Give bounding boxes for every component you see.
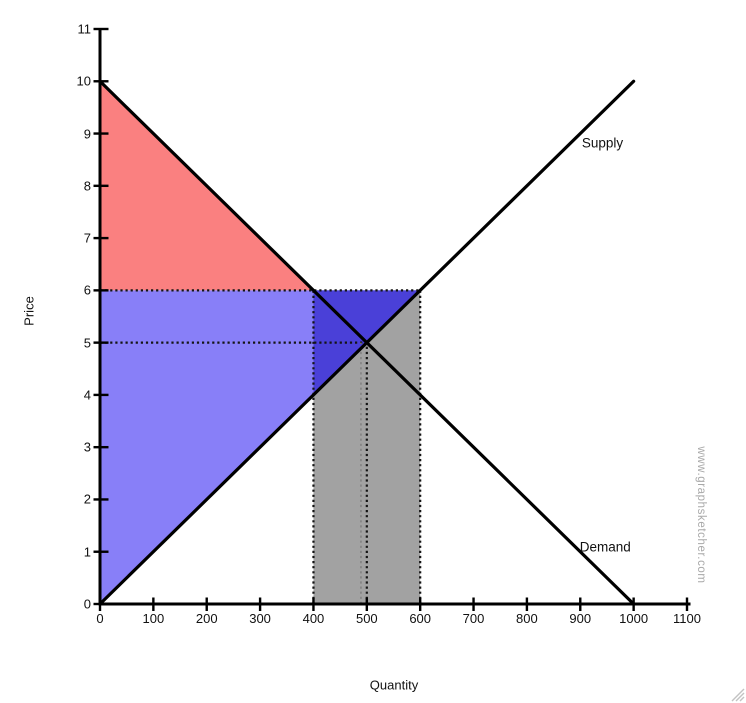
x-tick-label: 200: [195, 611, 218, 626]
y-tick-label: 1: [83, 544, 91, 560]
watermark-text: www.graphsketcher.com: [695, 446, 707, 584]
y-tick-label: 0: [83, 596, 91, 612]
demand-line[interactable]: [98, 79, 636, 606]
x-tick-label: 900: [569, 611, 592, 626]
x-axis-title: Quantity: [369, 677, 419, 693]
y-tick-label: 5: [83, 335, 91, 351]
demand-line-label: Demand: [579, 539, 631, 554]
x-tick-label: 700: [462, 611, 485, 626]
x-tick-label: 100: [142, 611, 165, 626]
y-tick-label: 7: [83, 230, 91, 246]
x-tick-label: 800: [516, 611, 538, 626]
y-tick-label: 8: [83, 178, 91, 194]
resize-grip-icon[interactable]: [727, 684, 745, 702]
x-tick-label: 600: [409, 611, 432, 626]
x-tick-label: 1000: [619, 611, 649, 626]
x-tick-label: 1100: [673, 611, 701, 626]
y-axis-title: Price: [21, 296, 37, 326]
x-tick-label: 400: [302, 611, 325, 626]
supply-line-label: Supply: [581, 135, 624, 151]
y-tick-label: 6: [83, 282, 91, 298]
x-tick-label: 500: [355, 611, 378, 626]
y-tick-label: 2: [83, 491, 91, 507]
x-tick-label: 0: [96, 611, 104, 626]
y-tick-label: 3: [83, 439, 91, 455]
y-tick-label: 4: [83, 387, 91, 403]
y-tick-label: 9: [83, 126, 91, 142]
x-tick-label: 300: [249, 611, 271, 626]
y-tick-label: 11: [77, 21, 92, 37]
y-tick-label: 10: [76, 73, 91, 89]
